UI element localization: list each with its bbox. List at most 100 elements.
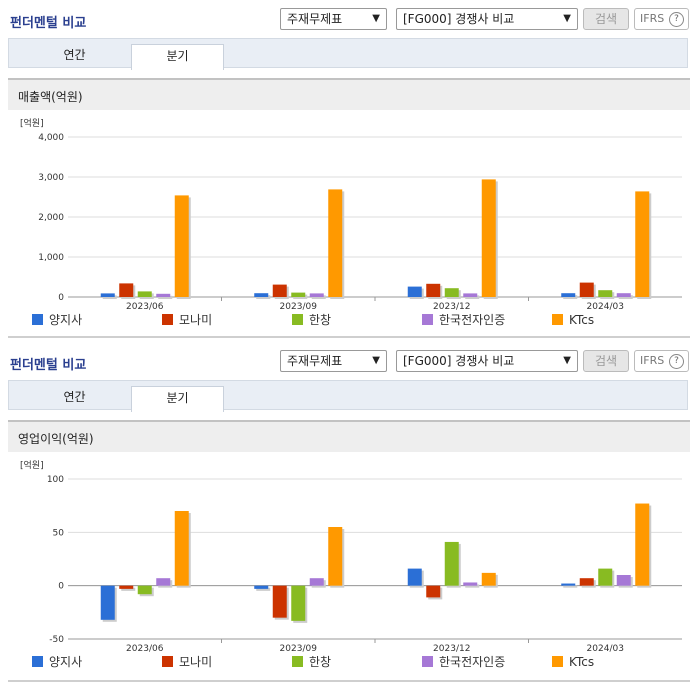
search-button[interactable]: 검색 xyxy=(583,8,629,30)
x-tick-label: 2024/03 xyxy=(587,302,624,312)
bar xyxy=(426,283,441,297)
legend-swatch xyxy=(32,314,43,325)
bar xyxy=(254,293,269,297)
ifrs-label: IFRS xyxy=(640,354,665,367)
bar-shadow xyxy=(618,295,633,299)
bar xyxy=(174,511,189,586)
y-tick-label: 0 xyxy=(58,293,64,303)
bar xyxy=(598,568,613,586)
peer-group-select-value: [FG000] 경쟁사 비교 xyxy=(403,12,515,26)
fundamental-panel-operating-profit: 펀더멘털 비교 주재무제표 ▼ [FG000] 경쟁사 비교 ▼ 검색 IFRS… xyxy=(0,342,696,684)
legend-swatch xyxy=(32,656,43,667)
bar-shadow xyxy=(311,295,326,299)
bar xyxy=(174,195,189,297)
ifrs-button[interactable]: IFRS ? xyxy=(634,350,689,372)
search-button[interactable]: 검색 xyxy=(583,350,629,372)
bar xyxy=(272,284,287,297)
peer-group-select[interactable]: [FG000] 경쟁사 비교 ▼ xyxy=(396,350,578,372)
y-tick-label: -50 xyxy=(49,635,64,645)
bar xyxy=(598,290,613,297)
period-tabs: 연간 분기 xyxy=(8,38,688,70)
legend-label: 모나미 xyxy=(179,655,212,669)
legend-label: 한창 xyxy=(309,313,331,327)
bar-shadow xyxy=(563,295,578,299)
bar xyxy=(481,572,496,586)
bar-shadow xyxy=(465,295,480,299)
y-tick-label: 50 xyxy=(53,528,65,538)
bar xyxy=(463,293,478,297)
bar xyxy=(100,585,115,620)
statement-select-value: 주재무제표 xyxy=(287,12,343,26)
bar xyxy=(561,293,576,297)
period-tabs: 연간 분기 xyxy=(8,380,688,412)
x-tick-label: 2023/09 xyxy=(280,644,318,654)
tab-quarterly[interactable]: 분기 xyxy=(131,44,224,70)
peer-group-select-value: [FG000] 경쟁사 비교 xyxy=(403,354,515,368)
peer-group-select[interactable]: [FG000] 경쟁사 비교 ▼ xyxy=(396,8,578,30)
y-tick-label: 4,000 xyxy=(38,133,64,143)
legend-swatch xyxy=(422,314,433,325)
bar xyxy=(635,191,650,297)
legend-swatch xyxy=(292,314,303,325)
bar xyxy=(635,503,650,586)
x-tick-label: 2023/06 xyxy=(126,644,164,654)
y-tick-label: 3,000 xyxy=(38,173,64,183)
bar xyxy=(156,578,171,586)
operating-profit-chart: [억원] -50 0 50 100 2023/06 2023/09 2023/12 2024/0… xyxy=(0,452,696,672)
tab-annual[interactable]: 연간 xyxy=(63,48,86,62)
bar xyxy=(156,293,171,297)
y-tick-label: 100 xyxy=(47,475,64,485)
x-tick-label: 2023/09 xyxy=(280,302,318,312)
bar xyxy=(616,293,631,297)
ifrs-label: IFRS xyxy=(640,12,665,25)
legend-swatch xyxy=(552,656,563,667)
x-tick-label: 2023/06 xyxy=(126,302,164,312)
bar-shadow xyxy=(465,584,480,588)
section-header: 매출액(억원) xyxy=(8,78,690,110)
bar-shadow xyxy=(102,295,117,299)
tab-quarterly[interactable]: 분기 xyxy=(131,386,224,412)
bar xyxy=(328,189,343,297)
bar xyxy=(137,585,152,595)
section-header: 영업이익(억원) xyxy=(8,420,690,452)
tab-annual[interactable]: 연간 xyxy=(63,390,86,404)
legend-swatch xyxy=(422,656,433,667)
bar-shadow xyxy=(256,587,271,591)
panel-header: 펀더멘털 비교 주재무제표 ▼ [FG000] 경쟁사 비교 ▼ 검색 IFRS… xyxy=(0,0,696,38)
bar xyxy=(291,292,306,297)
legend-swatch xyxy=(292,656,303,667)
legend-label: KTcs xyxy=(569,655,594,669)
legend-swatch xyxy=(162,314,173,325)
statement-select[interactable]: 주재무제표 ▼ xyxy=(280,8,387,30)
bar xyxy=(254,585,269,589)
chevron-down-icon: ▼ xyxy=(563,13,571,24)
bar xyxy=(119,283,134,297)
fundamental-panel-revenue: 펀더멘털 비교 주재무제표 ▼ [FG000] 경쟁사 비교 ▼ 검색 IFRS… xyxy=(0,0,696,340)
section-label: 매출액(억원) xyxy=(18,90,83,104)
chevron-down-icon: ▼ xyxy=(563,355,571,366)
y-unit-label: [억원] xyxy=(20,117,44,129)
bar xyxy=(444,541,459,586)
legend-label: 한국전자인증 xyxy=(439,313,505,327)
y-unit-label: [억원] xyxy=(20,459,44,471)
legend-label: 양지사 xyxy=(49,655,82,669)
y-tick-label: 2,000 xyxy=(38,213,64,223)
help-icon[interactable]: ? xyxy=(669,12,684,27)
ifrs-button[interactable]: IFRS ? xyxy=(634,8,689,30)
x-tick-label: 2023/12 xyxy=(433,302,470,312)
panel-divider xyxy=(8,336,690,338)
statement-select-value: 주재무제표 xyxy=(287,354,343,368)
help-icon[interactable]: ? xyxy=(669,354,684,369)
bar-shadow xyxy=(256,295,271,299)
bar xyxy=(309,578,324,586)
bar xyxy=(137,291,152,297)
bar xyxy=(407,286,422,297)
bar xyxy=(119,585,134,589)
statement-select[interactable]: 주재무제표 ▼ xyxy=(280,350,387,372)
bar xyxy=(463,582,478,586)
revenue-chart-svg: [억원] 0 1,000 2,000 3,000 4,000 2023/06 2023/09 2… xyxy=(20,117,682,327)
bar xyxy=(444,288,459,297)
x-tick-label: 2024/03 xyxy=(587,644,624,654)
legend-label: 모나미 xyxy=(179,313,212,327)
x-tick-label: 2023/12 xyxy=(433,644,470,654)
